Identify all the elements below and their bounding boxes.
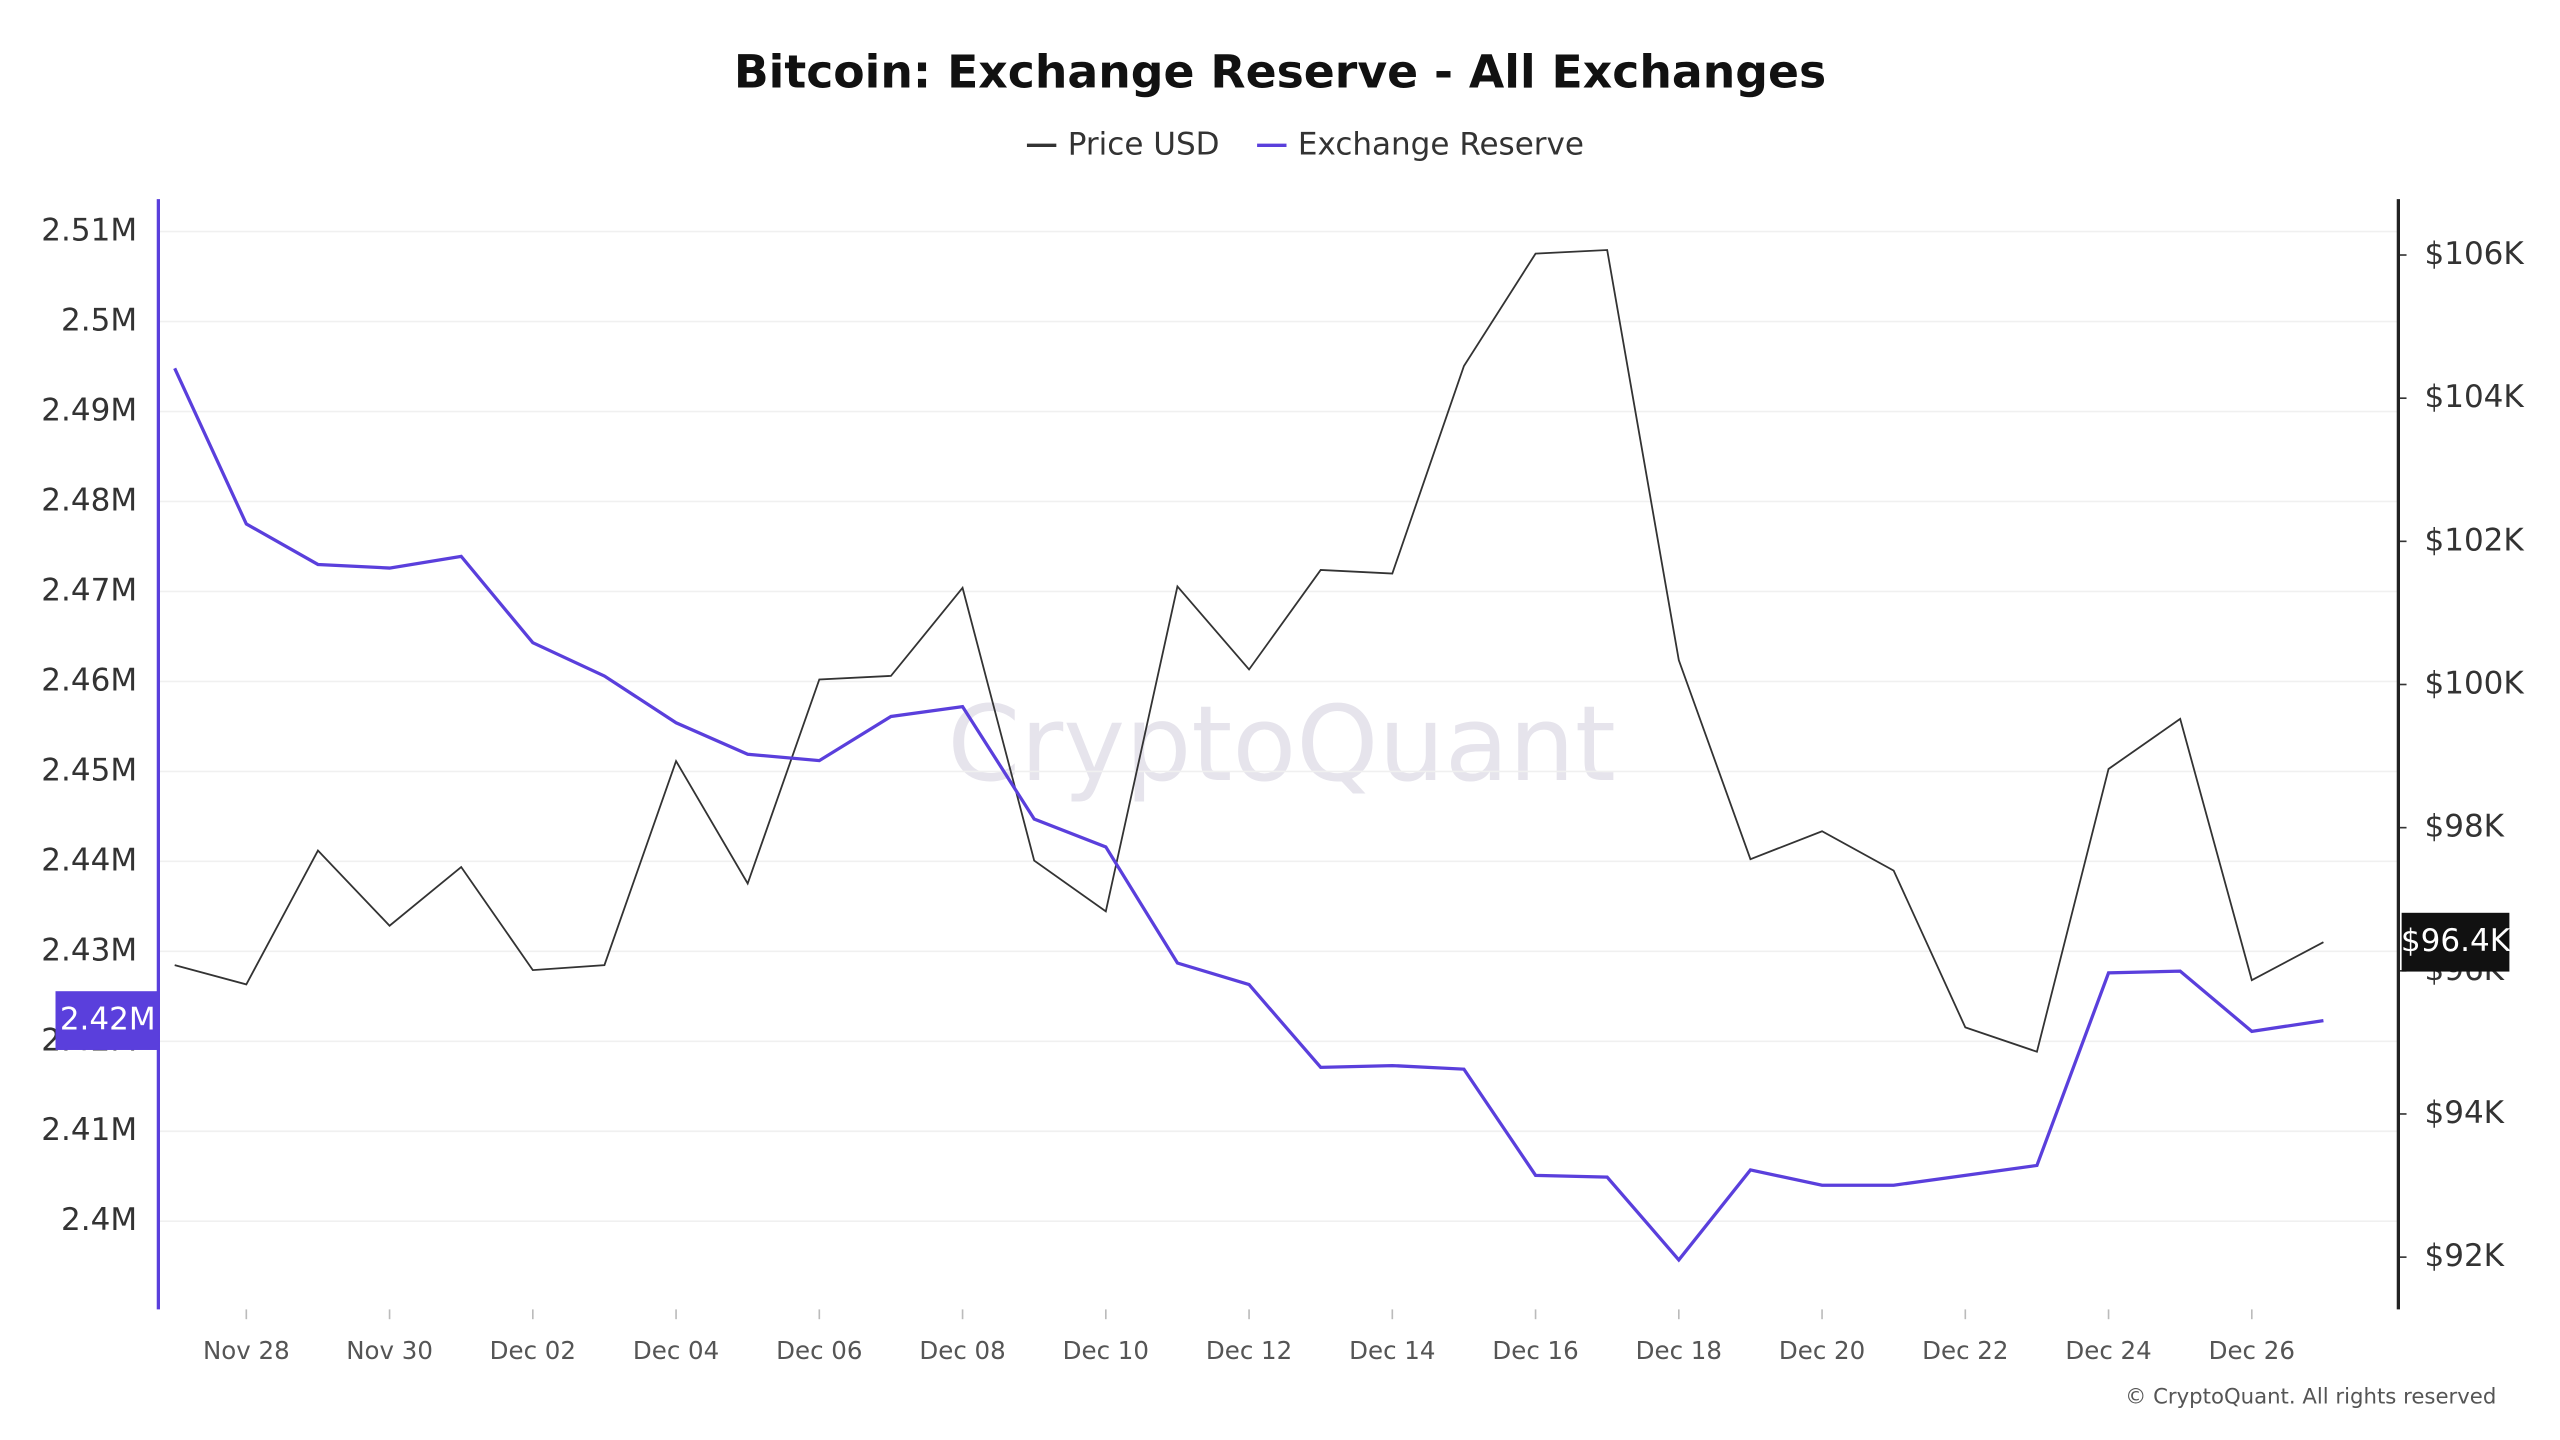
x-tick-label: Dec 26 bbox=[2209, 1336, 2295, 1365]
x-tick-label: Dec 20 bbox=[1779, 1336, 1865, 1365]
y-tick-label: 2.45M bbox=[41, 752, 137, 788]
x-tick-label: Nov 28 bbox=[203, 1336, 290, 1365]
chart-title: Bitcoin: Exchange Reserve - All Exchange… bbox=[734, 46, 1826, 99]
x-tick-label: Dec 02 bbox=[490, 1336, 576, 1365]
y-tick-label: 2.4M bbox=[61, 1202, 137, 1238]
y2-tick-label: $94K bbox=[2424, 1095, 2504, 1131]
x-tick-label: Nov 30 bbox=[346, 1336, 433, 1365]
y-tick-label: 2.46M bbox=[41, 662, 137, 698]
y-tick-label: 2.43M bbox=[41, 932, 137, 968]
y2-tick-label: $98K bbox=[2424, 809, 2504, 845]
x-tick-label: Dec 16 bbox=[1492, 1336, 1578, 1365]
y-tick-label: 2.5M bbox=[61, 303, 137, 339]
y-tick-label: 2.41M bbox=[41, 1112, 137, 1148]
x-tick-label: Dec 06 bbox=[776, 1336, 862, 1365]
y-tick-label: 2.47M bbox=[41, 572, 137, 608]
x-tick-label: Dec 14 bbox=[1349, 1336, 1435, 1365]
series-line bbox=[174, 249, 2324, 1053]
y-tick-label: 2.48M bbox=[41, 482, 137, 518]
x-tick-label: Dec 22 bbox=[1922, 1336, 2008, 1365]
current-value-label: $96.4K bbox=[2401, 923, 2511, 959]
legend-label: Price USD bbox=[1068, 126, 1220, 162]
x-tick-label: Dec 04 bbox=[633, 1336, 719, 1365]
current-value-badge bbox=[2401, 912, 2510, 972]
series-line bbox=[173, 367, 2324, 1263]
y-tick-label: 2.49M bbox=[41, 393, 137, 429]
y2-tick-label: $104K bbox=[2424, 379, 2524, 415]
x-tick-label: Dec 08 bbox=[919, 1336, 1005, 1365]
x-tick-label: Dec 24 bbox=[2065, 1336, 2151, 1365]
copyright: © CryptoQuant. All rights reserved bbox=[2125, 1385, 2496, 1410]
y2-tick-label: $100K bbox=[2424, 665, 2524, 701]
y-tick-label: 2.51M bbox=[41, 213, 137, 249]
x-tick-label: Dec 18 bbox=[1636, 1336, 1722, 1365]
x-tick-label: Dec 12 bbox=[1206, 1336, 1292, 1365]
y-tick-label: 2.44M bbox=[41, 842, 137, 878]
current-value-badge bbox=[55, 991, 159, 1050]
y2-tick-label: $102K bbox=[2424, 522, 2524, 558]
current-value-label: 2.42M bbox=[60, 1002, 156, 1038]
y2-tick-label: $92K bbox=[2424, 1238, 2504, 1274]
watermark: CryptoQuant bbox=[947, 683, 1616, 805]
x-tick-label: Dec 10 bbox=[1063, 1336, 1149, 1365]
y2-tick-label: $106K bbox=[2424, 236, 2524, 272]
legend-label: Exchange Reserve bbox=[1298, 126, 1584, 162]
